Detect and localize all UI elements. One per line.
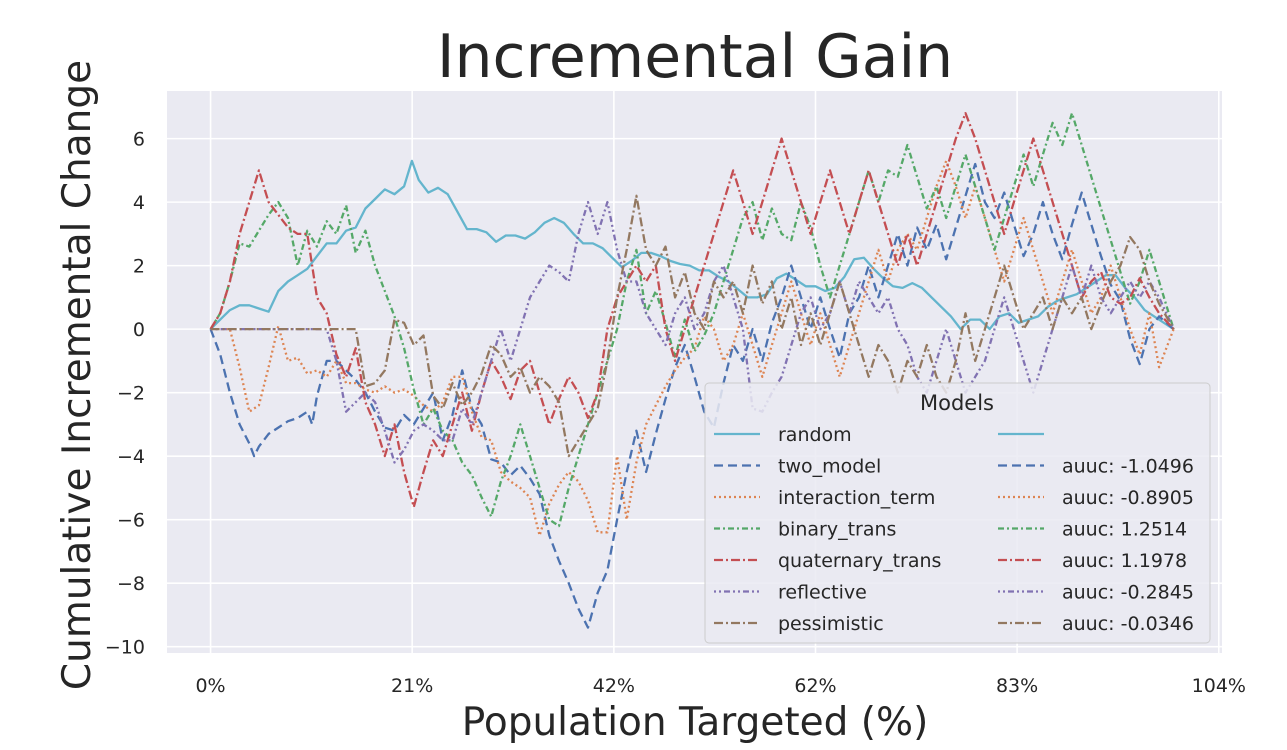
- x-tick-label: 62%: [794, 675, 836, 697]
- series-line-pessimistic: [210, 194, 1175, 458]
- legend: Models random two_model auuc: -1.0496 inter…: [704, 382, 1211, 644]
- legend-label: interaction_term: [778, 487, 935, 509]
- y-tick-label: −4: [117, 446, 145, 468]
- y-tick-label: −8: [117, 573, 145, 595]
- y-tick-label: 0: [133, 319, 145, 341]
- x-tick-label: 42%: [593, 675, 635, 697]
- legend-auuc-label: auuc: 1.2514: [1062, 519, 1187, 541]
- legend-label: reflective: [778, 582, 867, 604]
- chart-title: Incremental Gain: [437, 22, 953, 92]
- y-tick-label: −6: [117, 510, 145, 532]
- y-axis-label: Cumulative Incremental Change: [55, 60, 100, 690]
- series-line-quaternary-trans: [209, 112, 1175, 509]
- y-tick-label: −2: [117, 383, 145, 405]
- legend-auuc-label: auuc: -0.8905: [1062, 487, 1194, 509]
- legend-entries: random two_model auuc: -1.0496 interaction_…: [714, 424, 1194, 635]
- legend-title: Models: [920, 391, 994, 415]
- series-line-random: [209, 159, 1175, 331]
- x-tick-label: 0%: [195, 675, 225, 697]
- x-tick-labels: 0% 21% 42% 62% 83% 104%: [195, 675, 1245, 697]
- y-tick-label: 6: [133, 129, 145, 151]
- legend-label: binary_trans: [778, 519, 896, 541]
- y-tick-label: −10: [105, 637, 145, 659]
- legend-label: random: [778, 424, 852, 446]
- x-tick-label: 104%: [1192, 675, 1246, 697]
- y-tick-label: 4: [133, 192, 145, 214]
- legend-auuc-label: auuc: -1.0496: [1062, 456, 1194, 478]
- legend-auuc-label: auuc: -0.0346: [1062, 613, 1194, 635]
- legend-label: quaternary_trans: [778, 550, 941, 572]
- legend-auuc-label: auuc: -0.2845: [1062, 582, 1194, 604]
- y-tick-label: 2: [133, 256, 145, 278]
- series-line-binary-trans: [209, 112, 1175, 528]
- legend-auuc-label: auuc: 1.1978: [1062, 550, 1187, 572]
- legend-label: two_model: [778, 456, 881, 478]
- y-tick-labels: −10 −8 −6 −4 −2 0 2 4 6: [105, 129, 145, 659]
- x-tick-label: 83%: [996, 675, 1038, 697]
- series-lines: [209, 112, 1175, 629]
- x-tick-label: 21%: [391, 675, 433, 697]
- legend-box: [704, 382, 1211, 644]
- series-line-interaction-term: [210, 159, 1175, 537]
- legend-label: pessimistic: [778, 613, 884, 635]
- x-axis-label: Population Targeted (%): [462, 700, 929, 745]
